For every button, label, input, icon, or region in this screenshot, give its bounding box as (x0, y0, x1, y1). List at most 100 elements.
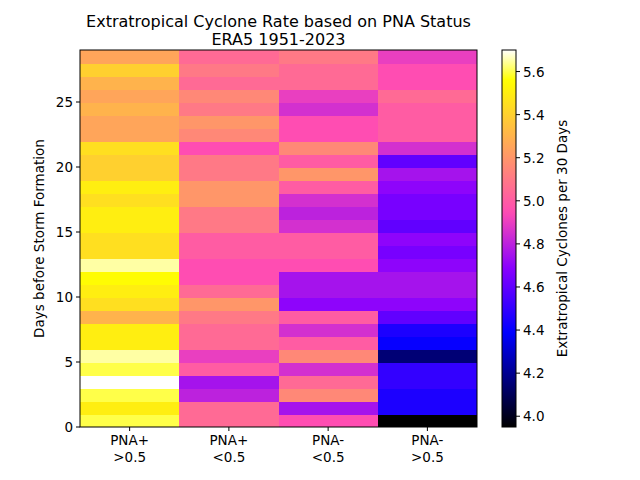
heatmap-cell (179, 375, 279, 389)
heatmap-cell (378, 115, 477, 129)
colorbar-tick-label: 5.0 (523, 193, 544, 209)
x-tick (427, 427, 428, 431)
heatmap-cell (378, 362, 477, 376)
heatmap-cell (80, 76, 180, 90)
heatmap-cell (279, 89, 379, 103)
heatmap-cell (279, 388, 379, 402)
colorbar-tick-label: 5.6 (523, 64, 544, 80)
heatmap-cell (80, 414, 180, 427)
heatmap-cell (179, 232, 279, 246)
heatmap-cell (179, 167, 279, 181)
colorbar-tick-label: 4.6 (523, 279, 544, 295)
heatmap-cell (179, 271, 279, 285)
heatmap-cell (279, 219, 379, 233)
x-tick-label: PNA+<0.5 (209, 432, 248, 465)
heatmap-cell (378, 180, 477, 194)
colorbar-label: Extratropical Cyclones per 30 Days (554, 120, 570, 357)
heatmap-cell (80, 115, 180, 129)
heatmap-cell (80, 297, 180, 311)
heatmap-cell (378, 336, 477, 350)
heatmap-cell (378, 206, 477, 220)
heatmap-cell (378, 414, 477, 427)
title: Extratropical Cyclone Rate based on PNA … (86, 12, 471, 31)
y-tick-label: 25 (56, 94, 73, 110)
heatmap-cell (378, 271, 477, 285)
heatmap-cell (80, 102, 180, 116)
heatmap-cell (80, 388, 180, 402)
heatmap-cell (80, 206, 180, 220)
heatmap-cell (179, 219, 279, 233)
heatmap-cell (80, 284, 180, 298)
heatmap-cell (378, 102, 477, 116)
heatmap-cell (279, 258, 379, 272)
colorbar-tick (516, 373, 520, 374)
heatmap-cell (279, 375, 379, 389)
heatmap-cell (378, 258, 477, 272)
heatmap-cell (179, 154, 279, 168)
heatmap-cell (279, 50, 379, 64)
x-tick-label: PNA+>0.5 (110, 432, 149, 465)
heatmap-cell (80, 180, 180, 194)
x-tick-label: PNA->0.5 (411, 432, 444, 465)
x-tick (328, 427, 329, 431)
heatmap-cell (80, 89, 180, 103)
heatmap-cell (279, 414, 379, 427)
y-tick-label: 20 (56, 159, 73, 175)
colorbar-tick (516, 330, 520, 331)
heatmap-cell (80, 310, 180, 324)
heatmap-cell (279, 401, 379, 415)
heatmap-cell (179, 362, 279, 376)
heatmap-cell (80, 271, 180, 285)
heatmap-cell (279, 115, 379, 129)
heatmap-cell (378, 401, 477, 415)
heatmap-cell (179, 349, 279, 363)
heatmap-cell (279, 245, 379, 259)
heatmap-cell (179, 323, 279, 337)
heatmap-cell (80, 323, 180, 337)
heatmap-cell (279, 141, 379, 155)
chart: 0510152025PNA+>0.5PNA+<0.5PNA-<0.5PNA->0… (0, 0, 640, 480)
heatmap-cell (279, 206, 379, 220)
heatmap-cell (179, 245, 279, 259)
heatmap-cell (279, 349, 379, 363)
heatmap-cell (279, 284, 379, 298)
heatmap-cell (80, 401, 180, 415)
colorbar-tick-label: 4.8 (523, 236, 544, 252)
heatmap-cell (179, 193, 279, 207)
heatmap-cell (378, 89, 477, 103)
heatmap-cell (179, 180, 279, 194)
colorbar-tick-label: 4.4 (523, 322, 544, 338)
heatmap-cell (80, 258, 180, 272)
heatmap-cell (80, 50, 180, 64)
heatmap-cell (279, 102, 379, 116)
colorbar-frame (502, 50, 516, 427)
y-tick-label: 0 (64, 419, 73, 435)
colorbar-tick-label: 5.4 (523, 107, 544, 123)
colorbar-tick-label: 4.0 (523, 408, 544, 424)
heatmap-cell (179, 388, 279, 402)
heatmap-cell (378, 219, 477, 233)
colorbar-tick (516, 243, 520, 244)
heatmap-cell (378, 349, 477, 363)
heatmap-cell (279, 271, 379, 285)
heatmap-cell (179, 102, 279, 116)
heatmap-cell (378, 388, 477, 402)
heatmap-cell (80, 154, 180, 168)
heatmap-cell (179, 297, 279, 311)
heatmap-cell (378, 375, 477, 389)
heatmap-cell (179, 115, 279, 129)
heatmap-cell (279, 336, 379, 350)
heatmap-cell (179, 206, 279, 220)
heatmap-cell (80, 362, 180, 376)
heatmap-cell (279, 128, 379, 142)
heatmap-cell (179, 141, 279, 155)
heatmap-cell (378, 310, 477, 324)
colorbar-tick (516, 286, 520, 287)
heatmap-cell (80, 128, 180, 142)
y-tick (76, 102, 80, 103)
y-tick (76, 362, 80, 363)
heatmap-cell (378, 193, 477, 207)
heatmap-cell (80, 63, 180, 77)
heatmap-cell (80, 167, 180, 181)
colorbar-tick (516, 416, 520, 417)
